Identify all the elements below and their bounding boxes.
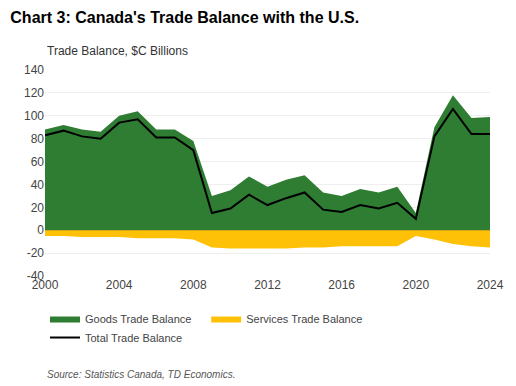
svg-text:Goods Trade Balance: Goods Trade Balance <box>85 313 191 325</box>
svg-text:Source: Statistics Canada, TD: Source: Statistics Canada, TD Economics. <box>47 369 235 380</box>
svg-text:2016: 2016 <box>328 278 355 292</box>
svg-text:120: 120 <box>24 86 44 100</box>
svg-text:-20: -20 <box>27 246 45 260</box>
svg-text:80: 80 <box>31 132 45 146</box>
svg-text:2000: 2000 <box>32 278 59 292</box>
svg-text:Trade Balance, $C Billions: Trade Balance, $C Billions <box>47 44 188 58</box>
svg-text:140: 140 <box>24 63 44 77</box>
svg-text:40: 40 <box>31 178 45 192</box>
svg-text:2024: 2024 <box>477 278 504 292</box>
svg-text:-40: -40 <box>27 269 45 283</box>
svg-text:2020: 2020 <box>402 278 429 292</box>
svg-text:Services Trade Balance: Services Trade Balance <box>246 313 362 325</box>
svg-text:2008: 2008 <box>180 278 207 292</box>
svg-text:100: 100 <box>24 109 44 123</box>
svg-text:20: 20 <box>31 201 45 215</box>
svg-text:2004: 2004 <box>106 278 133 292</box>
svg-text:2012: 2012 <box>254 278 281 292</box>
svg-text:Total Trade Balance: Total Trade Balance <box>85 332 182 344</box>
svg-text:60: 60 <box>31 155 45 169</box>
svg-text:Chart 3: Canada's Trade Balanc: Chart 3: Canada's Trade Balance with the… <box>10 9 359 26</box>
svg-text:0: 0 <box>37 223 44 237</box>
